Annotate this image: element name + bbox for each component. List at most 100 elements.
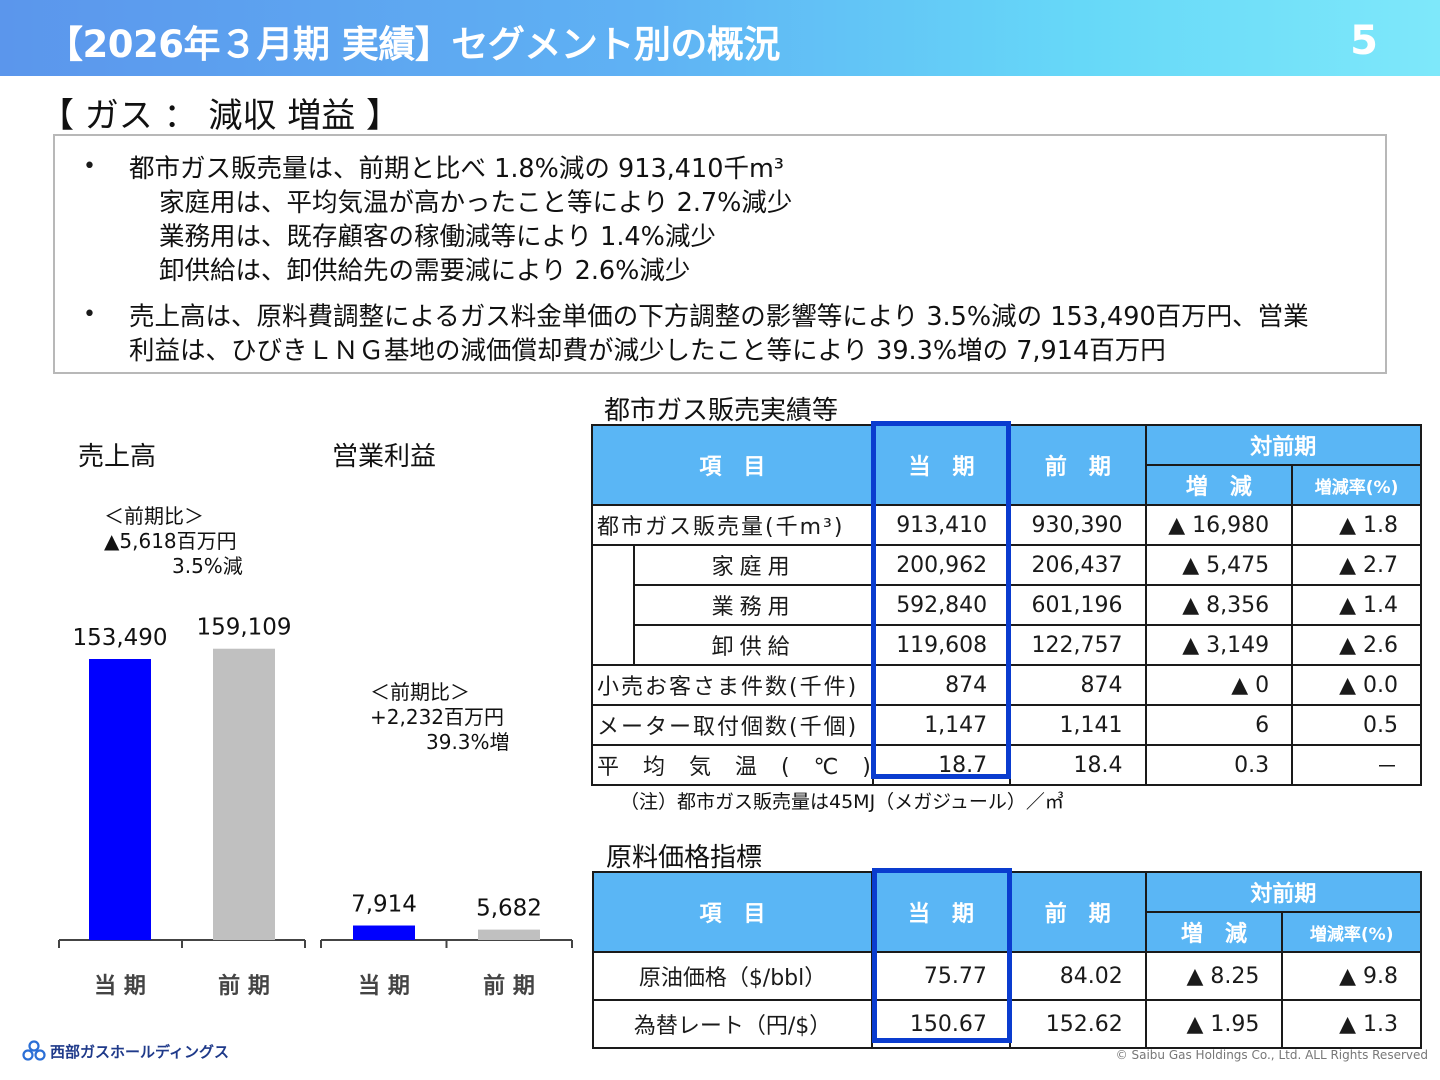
category-label: 前 期 <box>483 973 535 999</box>
row-label: 都市ガス販売量(千m³) <box>591 504 874 546</box>
indent-cell <box>590 544 636 666</box>
bar-current <box>353 925 415 940</box>
row-label: 卸供給 <box>633 624 874 666</box>
table-row: 原油価格（$/bbl） 75.77 84.02 ▲ 8.25 ▲ 9.8 <box>591 951 1422 1001</box>
price-header-previous: 前 期 <box>1008 871 1147 953</box>
title-bar: 【2026年３月期 実績】セグメント別の概況 5 <box>0 0 1440 76</box>
bar-current <box>89 659 151 940</box>
sales-note-line-3: 3.5%減 <box>172 554 243 578</box>
cell-previous: 601,196 <box>1009 584 1147 626</box>
summary-box: • 都市ガス販売量は、前期と比べ 1.8%減の 913,410千m³ 家庭用は、… <box>53 134 1387 374</box>
row-label: メーター取付個数(千個) <box>591 704 874 746</box>
bullet-1: • <box>83 154 96 179</box>
logo-mark-icon <box>22 1040 46 1061</box>
sales-note-line-1: ＜前期比＞ <box>104 504 204 528</box>
summary-line-1: 都市ガス販売量は、前期と比べ 1.8%減の 913,410千m³ <box>129 154 785 184</box>
data-label: 159,109 <box>196 615 291 641</box>
chart-title-sales: 売上高 <box>78 442 157 472</box>
category-label: 前 期 <box>218 973 270 999</box>
summary-line-3: 業務用は、既存顧客の稼働減等により 1.4%減少 <box>159 222 716 252</box>
sales-table-title: 都市ガス販売実績等 <box>604 396 839 426</box>
cell-current: 874 <box>871 664 1012 706</box>
table-row: メーター取付個数(千個) 1,147 1,141 6 0.5 <box>591 704 1422 746</box>
cell-change: ▲ 8.25 <box>1144 951 1284 1001</box>
company-logo: 西部ガスホールディングス <box>22 1040 229 1062</box>
sales-header-rate: 増減率(%) <box>1291 464 1422 506</box>
sales-table: 項 目 当 期 前 期 対前期 増 減 増減率(%) 都市ガス販売量(千m³) … <box>590 424 1423 786</box>
cell-rate: ▲ 2.7 <box>1291 544 1422 586</box>
cell-current: 200,962 <box>871 544 1012 586</box>
summary-line-2: 家庭用は、平均気温が高かったこと等により 2.7%減少 <box>159 188 793 218</box>
cell-change: ▲ 5,475 <box>1144 544 1294 586</box>
cell-rate: ▲ 1.3 <box>1281 999 1422 1049</box>
table-row: 都市ガス販売量(千m³) 913,410 930,390 ▲ 16,980 ▲ … <box>591 504 1422 546</box>
cell-rate: ▲ 1.4 <box>1291 584 1422 626</box>
table-row: 業務用 592,840 601,196 ▲ 8,356 ▲ 1.4 <box>592 584 1422 626</box>
cell-rate: 0.5 <box>1291 704 1422 746</box>
cell-previous: 84.02 <box>1008 951 1147 1001</box>
category-label: 当 期 <box>94 974 146 999</box>
cell-change: ▲ 16,980 <box>1144 504 1294 546</box>
row-label: 原油価格（$/bbl） <box>591 951 874 1001</box>
summary-line-4: 卸供給は、卸供給先の需要減により 2.6%減少 <box>159 256 691 286</box>
summary-line-6: 利益は、ひびきＬＮＧ基地の減価償却費が減少したこと等により 39.3%増の 7,… <box>129 336 1166 366</box>
segment-title: 【 ガス ： 減収 増益 】 <box>40 96 401 136</box>
cell-current: 592,840 <box>871 584 1012 626</box>
cell-change: ▲ 1.95 <box>1144 999 1284 1049</box>
cell-previous: 930,390 <box>1009 504 1147 546</box>
cell-current: 1,147 <box>871 704 1012 746</box>
data-label: 5,682 <box>476 896 542 922</box>
cell-change: ▲ 3,149 <box>1144 624 1294 666</box>
profit-note-line-1: ＜前期比＞ <box>370 680 470 704</box>
logo-text: 西部ガスホールディングス <box>50 1042 229 1061</box>
bullet-2: • <box>83 302 96 327</box>
bar-charts: 153,490 当 期 159,109 前 期 7,914 当 期 5,682 前 期 <box>58 615 573 999</box>
cell-previous: 152.62 <box>1008 999 1147 1049</box>
cell-previous: 18.4 <box>1009 744 1147 786</box>
price-table-title: 原料価格指標 <box>606 843 763 873</box>
cell-change: ▲ 0 <box>1144 664 1294 706</box>
cell-previous: 206,437 <box>1009 544 1147 586</box>
price-header-item: 項 目 <box>591 871 874 953</box>
cell-previous: 122,757 <box>1009 624 1147 666</box>
sales-note: ＜前期比＞ ▲5,618百万円 3.5%減 <box>104 504 243 579</box>
profit-note: ＜前期比＞ +2,232百万円 39.3%増 <box>370 680 510 755</box>
page-title: 【2026年３月期 実績】セグメント別の概況 <box>46 23 780 66</box>
row-label: 小売お客さま件数(千件) <box>591 664 874 706</box>
sales-header-yoy: 対前期 <box>1144 424 1423 466</box>
row-label: 業務用 <box>633 584 874 626</box>
sales-header-item: 項 目 <box>591 424 874 506</box>
bar-previous <box>478 929 540 940</box>
cell-change: ▲ 8,356 <box>1144 584 1294 626</box>
current-period-highlight <box>871 421 1011 779</box>
sales-header-previous: 前 期 <box>1009 424 1147 506</box>
price-header-current: 当 期 <box>871 871 1011 953</box>
row-label: 為替レート（円/$） <box>591 999 874 1049</box>
category-label: 当 期 <box>358 974 410 999</box>
table-row: 平 均 気 温 ( ℃ ) 18.7 18.4 0.3 － <box>591 744 1422 786</box>
price-header-yoy: 対前期 <box>1144 871 1423 913</box>
cell-current: 75.77 <box>871 951 1011 1001</box>
table-row: 小売お客さま件数(千件) 874 874 ▲ 0 ▲ 0.0 <box>591 664 1422 706</box>
row-label: 家庭用 <box>633 544 874 586</box>
price-table: 項 目 当 期 前 期 対前期 増 減 増減率(%) 原油価格（$/bbl） 7… <box>591 871 1423 1049</box>
summary-line-5: 売上高は、原料費調整によるガス料金単価の下方調整の影響等により 3.5%減の 1… <box>129 302 1309 332</box>
cell-rate: ▲ 9.8 <box>1281 951 1422 1001</box>
profit-note-line-2: +2,232百万円 <box>370 705 505 729</box>
cell-previous: 874 <box>1009 664 1147 706</box>
footnote: （注）都市ガス販売量は45MJ（メガジュール）／㎥ <box>620 791 1064 813</box>
cell-rate: ▲ 2.6 <box>1291 624 1422 666</box>
price-header-change: 増 減 <box>1144 911 1284 953</box>
current-period-highlight <box>872 868 1012 1043</box>
bar-previous <box>213 648 275 940</box>
row-label: 平 均 気 温 ( ℃ ) <box>591 744 874 786</box>
chart-title-profit: 営業利益 <box>332 442 437 472</box>
data-label: 153,490 <box>72 625 167 651</box>
profit-note-line-3: 39.3%増 <box>426 730 510 754</box>
cell-previous: 1,141 <box>1009 704 1147 746</box>
cell-rate: ▲ 0.0 <box>1291 664 1422 706</box>
page-number: 5 <box>1350 18 1378 64</box>
sales-note-line-2: ▲5,618百万円 <box>104 529 237 553</box>
data-label: 7,914 <box>351 892 417 918</box>
cell-change: 6 <box>1144 704 1294 746</box>
